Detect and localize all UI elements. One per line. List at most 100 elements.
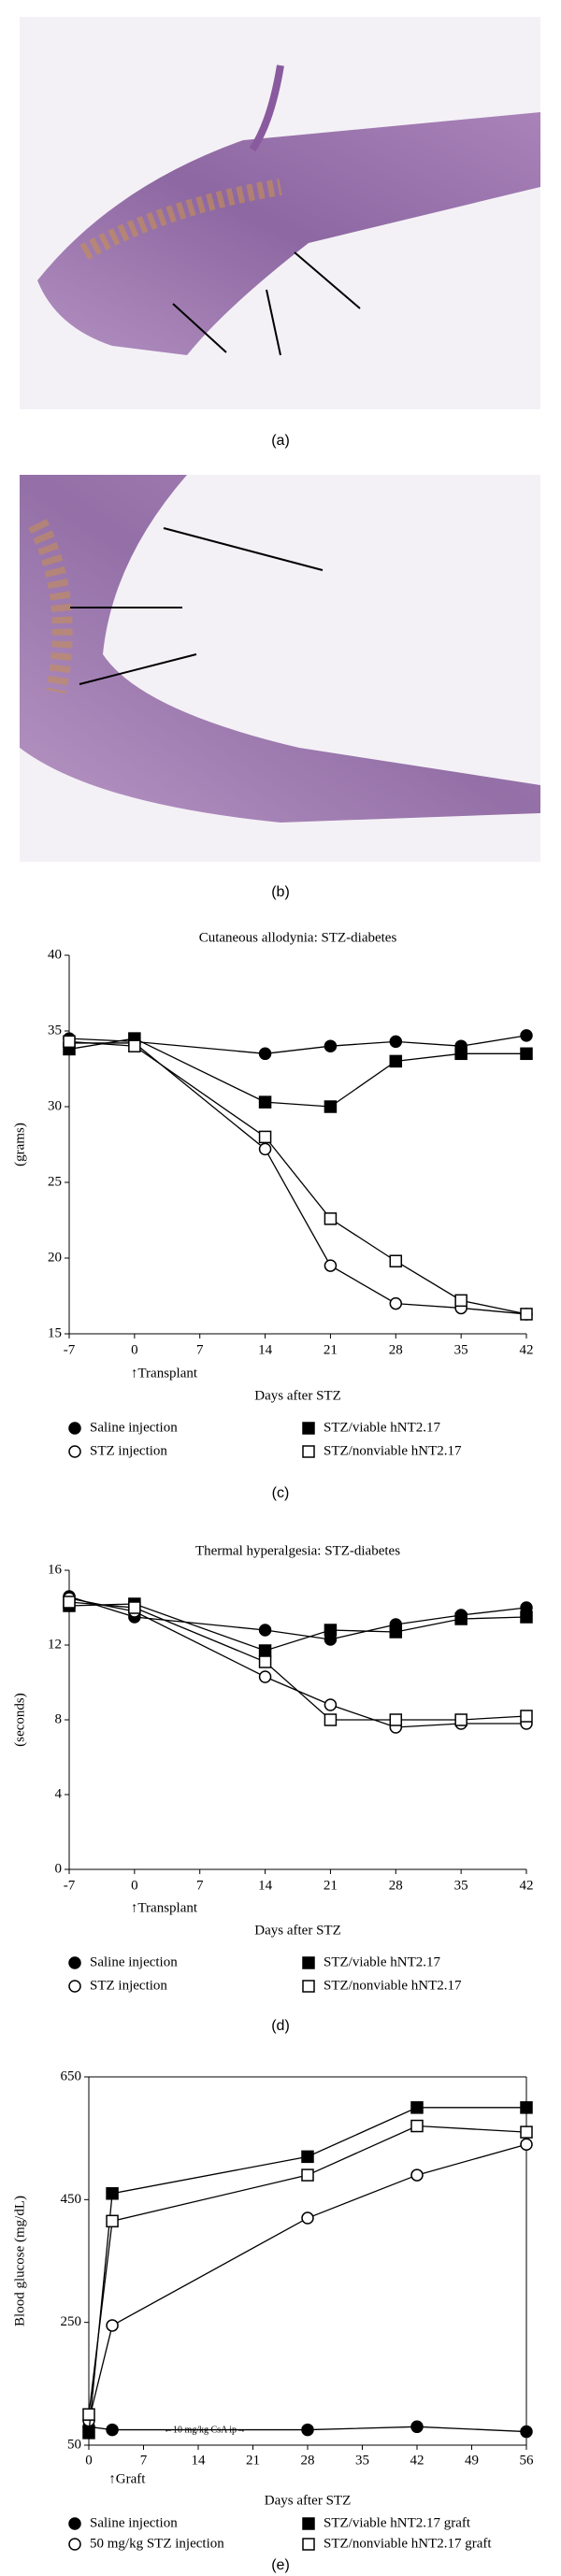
marker [410, 2420, 424, 2434]
y-tick-label: 50 [67, 2437, 81, 2452]
legend-label: STZ/viable hNT2.17 [324, 1954, 440, 1969]
micrograph-a [20, 17, 540, 409]
y-axis-label: (grams) [12, 1123, 27, 1166]
marker [520, 2101, 533, 2114]
y-tick-label: 450 [61, 2192, 82, 2207]
legend-label: Saline injection [90, 2515, 178, 2530]
y-tick-label: 250 [61, 2314, 82, 2329]
marker [258, 1047, 272, 1061]
marker [410, 2119, 424, 2133]
marker [389, 1254, 403, 1267]
marker [301, 2423, 314, 2437]
legend-marker [68, 1956, 81, 1969]
panel-label: (c) [272, 1485, 290, 1501]
marker [520, 1029, 533, 1042]
marker [258, 1670, 272, 1683]
marker [389, 1054, 403, 1068]
panel-label: (b) [271, 884, 290, 900]
marker [301, 2150, 314, 2164]
x-tick-label: 28 [389, 1878, 403, 1893]
marker [520, 2125, 533, 2139]
legend-label: STZ/nonviable hNT2.17 graft [324, 2536, 492, 2551]
annotation: ↑Transplant [131, 1366, 198, 1381]
marker [128, 1601, 141, 1614]
marker [106, 2214, 119, 2228]
marker [82, 2426, 95, 2440]
x-tick-label: 7 [196, 1342, 204, 1357]
legend-label: 50 mg/kg STZ injection [90, 2536, 224, 2551]
marker [324, 1212, 338, 1225]
x-tick-label: 21 [246, 2453, 260, 2468]
marker [324, 1039, 338, 1052]
marker [106, 2187, 119, 2200]
legend-marker [68, 2538, 81, 2551]
x-tick-label: -7 [64, 1342, 76, 1357]
y-tick-label: 15 [48, 1325, 62, 1340]
x-tick-label: 14 [258, 1878, 273, 1893]
x-tick-label: 35 [355, 2453, 369, 2468]
y-tick-label: 650 [61, 2068, 82, 2083]
x-tick-label: 56 [520, 2453, 535, 2468]
x-tick-label: 28 [301, 2453, 315, 2468]
x-tick-label: 0 [85, 2453, 93, 2468]
legend-marker [302, 1980, 315, 1993]
marker [520, 1047, 533, 1061]
marker [324, 1624, 338, 1637]
legend-marker [302, 2538, 315, 2551]
marker [389, 1713, 403, 1726]
marker [106, 2423, 119, 2437]
legend-label: STZ injection [90, 1978, 167, 1993]
marker [258, 1095, 272, 1109]
marker [324, 1259, 338, 1272]
x-tick-label: 14 [192, 2453, 207, 2468]
marker [520, 1710, 533, 1723]
x-tick-label: 0 [131, 1342, 138, 1357]
legend-label: Saline injection [90, 1420, 178, 1435]
x-tick-label: 7 [196, 1878, 204, 1893]
y-tick-label: 40 [48, 947, 62, 962]
legend-label: STZ/nonviable hNT2.17 [324, 1978, 462, 1993]
x-tick-label: 0 [131, 1878, 138, 1893]
x-tick-label: 35 [454, 1878, 468, 1893]
marker [389, 1035, 403, 1049]
x-tick-label: 7 [140, 2453, 148, 2468]
y-tick-label: 4 [55, 1786, 63, 1801]
marker [454, 1612, 468, 1625]
y-tick-label: 35 [48, 1023, 62, 1038]
legend-label: STZ injection [90, 1443, 167, 1458]
marker [63, 1596, 76, 1609]
y-tick-label: 8 [55, 1711, 63, 1726]
marker [258, 1655, 272, 1668]
x-tick-label: 21 [324, 1878, 338, 1893]
marker [324, 1713, 338, 1726]
marker [258, 1130, 272, 1144]
x-tick-label: 49 [465, 2453, 479, 2468]
x-axis-label: Days after STZ [254, 1388, 340, 1403]
legend-marker [68, 2517, 81, 2530]
legend-marker [68, 1422, 81, 1435]
y-tick-label: 25 [48, 1174, 62, 1189]
annotation: ↑Transplant [131, 1900, 198, 1915]
marker [301, 2168, 314, 2182]
y-tick-label: 12 [48, 1637, 62, 1652]
y-axis-label: Blood glucose (mg/dL) [12, 2196, 27, 2326]
chart-title: Cutaneous allodynia: STZ-diabetes [199, 930, 397, 945]
marker [410, 2168, 424, 2182]
panel-label: (a) [271, 433, 290, 449]
marker [520, 2138, 533, 2151]
series-line [68, 1040, 527, 1315]
y-tick-label: 16 [48, 1562, 63, 1577]
marker [324, 1100, 338, 1113]
marker [454, 1294, 468, 1308]
legend-marker [68, 1980, 81, 1993]
marker [258, 1142, 272, 1156]
y-tick-label: 20 [48, 1250, 62, 1265]
legend-label: STZ/nonviable hNT2.17 [324, 1443, 462, 1458]
y-axis-label: (seconds) [12, 1693, 27, 1746]
x-axis-label: Days after STZ [254, 1923, 340, 1938]
marker [520, 2425, 533, 2439]
y-tick-label: 0 [55, 1861, 63, 1876]
legend-marker [302, 2517, 315, 2530]
y-tick-label: 30 [48, 1098, 62, 1113]
